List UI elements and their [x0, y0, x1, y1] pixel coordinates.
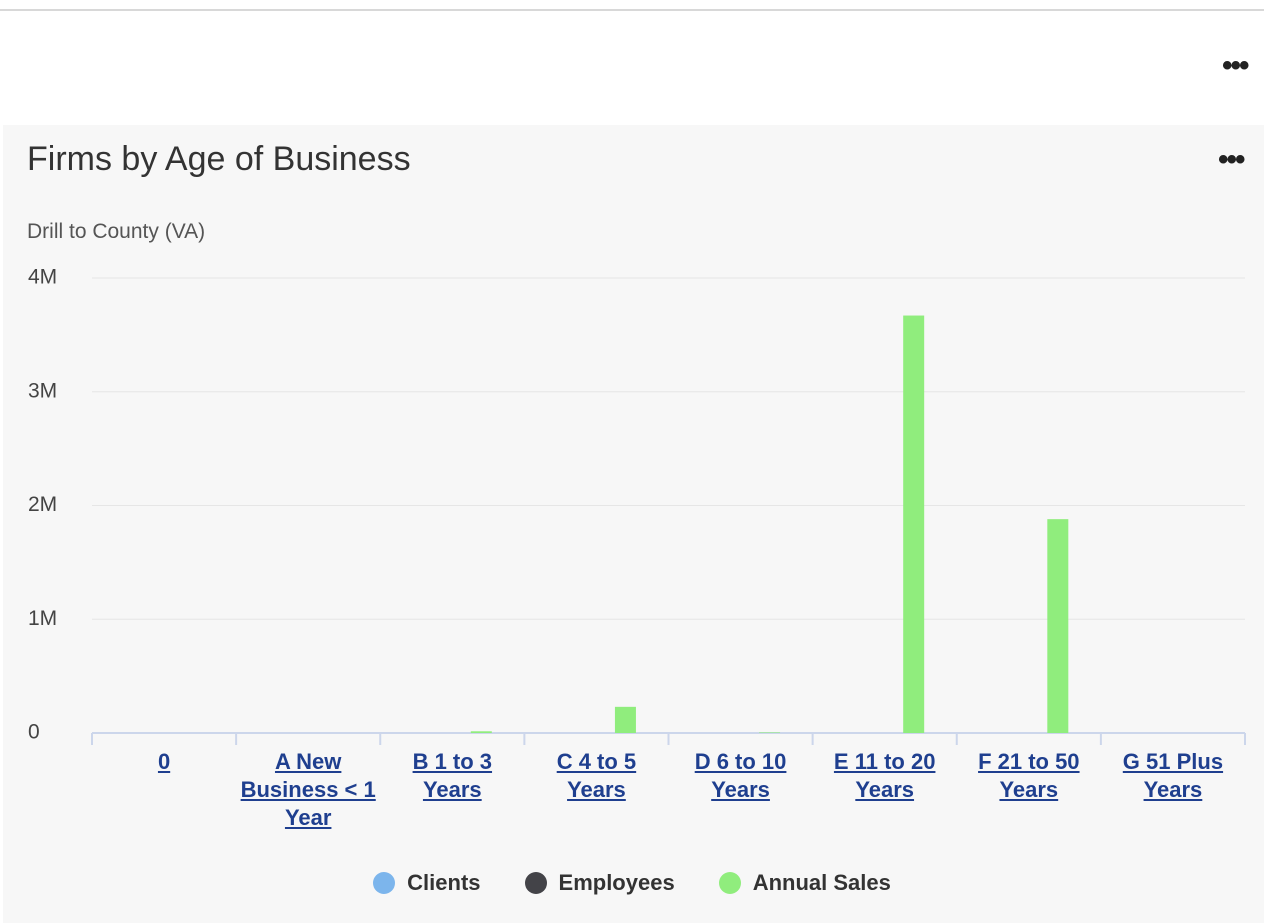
legend-label: Clients [407, 870, 481, 895]
bar [759, 732, 781, 733]
legend-swatch [718, 872, 741, 894]
y-tick-label: 1M [28, 607, 57, 630]
bar [1047, 519, 1069, 733]
x-tick-label[interactable]: C 4 to 5 Years [556, 749, 637, 802]
y-tick-label: 4M [28, 266, 57, 289]
x-tick-label[interactable]: 0 [157, 749, 171, 774]
chart-subtitle: Drill to County (VA) [27, 220, 206, 243]
legend-item[interactable]: Employees [524, 870, 675, 896]
chart-menu-button[interactable]: ••• [1218, 143, 1245, 176]
legend-label: Employees [558, 870, 675, 895]
bar [470, 731, 492, 733]
x-tick-label[interactable]: B 1 to 3 Years [412, 749, 493, 802]
legend-swatch [373, 872, 396, 894]
divider [0, 9, 1264, 11]
bar [614, 706, 636, 733]
legend-swatch [524, 872, 547, 894]
x-tick-label[interactable]: G 51 Plus Years [1122, 749, 1224, 802]
x-tick-label[interactable]: D 6 to 10 Years [694, 749, 787, 802]
legend-item[interactable]: Annual Sales [718, 870, 891, 896]
legend-item[interactable]: Clients [373, 870, 481, 896]
legend: Clients Employees Annual Sales [0, 870, 1264, 896]
y-tick-label: 2M [28, 493, 57, 516]
bar [903, 315, 925, 733]
x-tick-label[interactable]: E 11 to 20 Years [833, 749, 936, 802]
y-tick-label: 3M [28, 379, 57, 402]
chart-title: Firms by Age of Business [27, 140, 411, 178]
x-tick-label[interactable]: A New Business < 1 Year [240, 749, 376, 830]
legend-label: Annual Sales [752, 870, 891, 895]
x-tick-label[interactable]: F 21 to 50 Years [978, 749, 1080, 802]
y-tick-label: 0 [28, 721, 40, 744]
menu-button[interactable]: ••• [1222, 49, 1249, 82]
